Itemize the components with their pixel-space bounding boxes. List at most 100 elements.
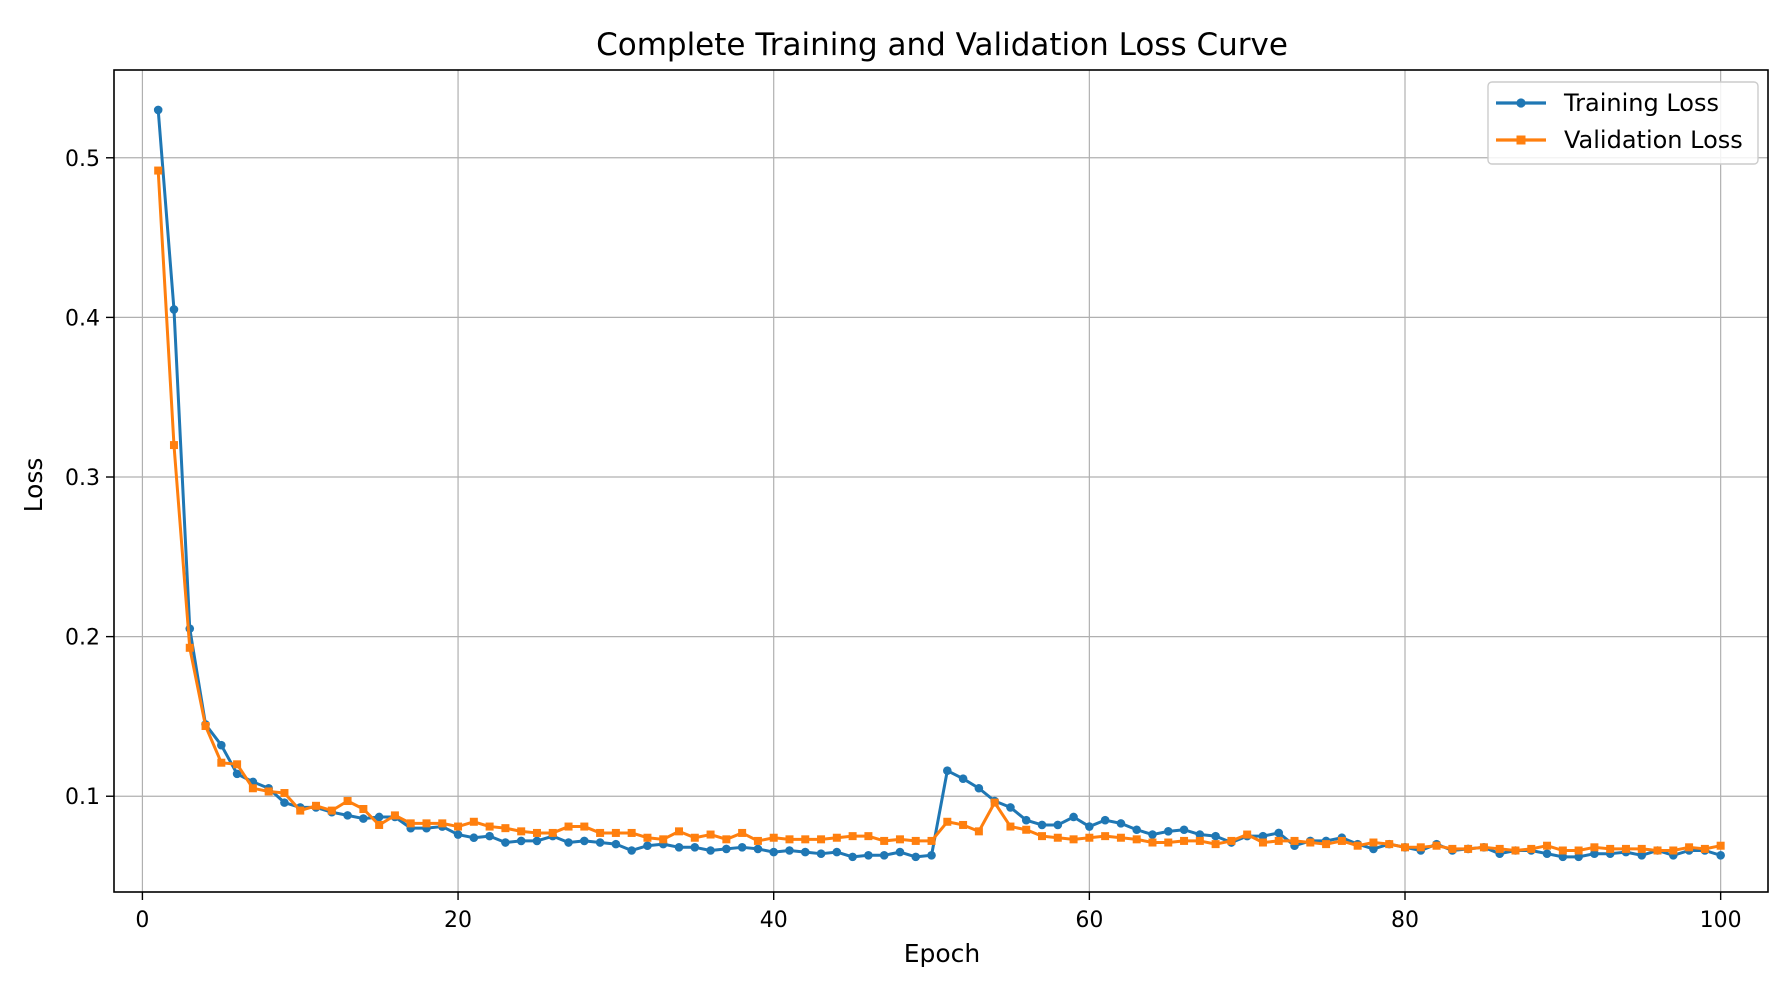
validation-loss-point (848, 832, 857, 841)
validation-loss-point (359, 805, 368, 814)
validation-loss-point (154, 166, 163, 175)
validation-loss-point (1322, 840, 1331, 849)
legend: Training Loss Validation Loss (1487, 81, 1759, 165)
validation-loss-point (943, 817, 952, 826)
validation-loss-point (1369, 838, 1378, 847)
validation-loss-point (1085, 833, 1094, 842)
training-loss-point (958, 774, 968, 783)
validation-loss-point (801, 835, 810, 844)
validation-loss-point (454, 822, 463, 831)
ticks: 0 20 40 60 80 100 0.1 0.2 0.3 0.4 0.5 (65, 147, 1742, 933)
validation-loss-point (832, 833, 841, 842)
training-loss-point (706, 846, 715, 855)
validation-loss-point (1590, 843, 1599, 852)
validation-loss-point (1637, 844, 1646, 853)
validation-loss-point (785, 835, 794, 844)
validation-loss-point (406, 819, 415, 828)
legend-entry-validation: Validation Loss (1496, 126, 1743, 154)
validation-loss-point (580, 822, 589, 831)
training-loss-point (374, 812, 384, 822)
validation-loss-point (1574, 846, 1583, 855)
training-loss-point (485, 831, 494, 841)
legend-entry-training: Training Loss (1496, 89, 1719, 117)
training-loss-point (800, 847, 810, 857)
validation-loss-point (722, 835, 731, 844)
validation-loss-point (627, 828, 636, 837)
validation-loss-point (517, 827, 526, 836)
validation-loss-point (1495, 844, 1504, 853)
validation-loss-point (1401, 843, 1410, 852)
validation-loss-point (1211, 840, 1220, 849)
y-tick-label: 0.4 (65, 306, 100, 331)
validation-loss-point (1543, 841, 1552, 850)
validation-loss-point (1243, 830, 1252, 839)
validation-loss-point (185, 643, 194, 652)
validation-loss-point (217, 758, 226, 767)
validation-loss-point (469, 817, 478, 826)
validation-loss-point (895, 835, 904, 844)
validation-loss-point (864, 832, 873, 841)
training-loss-point (832, 847, 842, 857)
validation-loss-point (596, 828, 605, 837)
x-tick-label: 0 (135, 908, 149, 933)
validation-loss-point (769, 833, 778, 842)
validation-loss-point (738, 828, 747, 837)
training-loss-point (1542, 849, 1552, 858)
training-loss-point (1069, 812, 1078, 822)
legend-label-training: Training Loss (1563, 89, 1719, 117)
validation-loss-point (1511, 846, 1520, 855)
legend-marker-training (1516, 98, 1526, 108)
training-loss-point (816, 849, 826, 858)
x-tick-label: 80 (1391, 908, 1419, 933)
validation-loss-point (1700, 844, 1709, 853)
validation-loss-point (280, 789, 289, 798)
training-loss-point (927, 850, 936, 860)
training-loss-point (1590, 849, 1599, 858)
validation-loss-point (1479, 843, 1488, 852)
training-loss-point (153, 105, 163, 115)
training-loss-point (879, 850, 889, 860)
validation-loss-point (675, 827, 684, 836)
training-loss-point (627, 846, 636, 855)
validation-loss-point (1716, 841, 1725, 850)
validation-loss-point (1527, 844, 1536, 853)
validation-loss-point (1685, 843, 1694, 852)
training-loss-point (1148, 830, 1157, 839)
validation-loss-point (296, 806, 305, 815)
validation-loss-point (1006, 822, 1015, 831)
training-loss-point (1037, 820, 1047, 830)
training-loss-point (1163, 827, 1173, 836)
training-loss-point (580, 836, 589, 846)
training-loss-point (1211, 831, 1220, 841)
validation-loss-point (375, 820, 384, 829)
training-loss-point (453, 830, 463, 839)
validation-loss-point (690, 833, 699, 842)
validation-loss-point (1038, 832, 1047, 841)
training-loss-point (943, 766, 952, 775)
training-loss-point (516, 836, 526, 846)
training-loss-point (232, 769, 242, 779)
validation-loss-point (1164, 838, 1173, 847)
validation-loss-point (880, 836, 889, 845)
training-loss-point (469, 833, 479, 843)
x-tick-label: 100 (1700, 908, 1742, 933)
y-axis-label: Loss (19, 458, 48, 513)
validation-loss-point (1274, 836, 1283, 845)
validation-loss-point (974, 827, 983, 836)
training-loss-point (1100, 815, 1110, 825)
training-loss-point (611, 839, 621, 849)
validation-loss-point (1306, 838, 1315, 847)
training-loss-point (1258, 831, 1268, 841)
validation-loss-point (1195, 836, 1204, 845)
training-loss-point (1637, 850, 1647, 860)
training-loss-point (1574, 852, 1583, 862)
legend-marker-validation (1516, 135, 1526, 145)
validation-loss-point (1558, 846, 1567, 855)
validation-loss-point (911, 836, 920, 845)
legend-box (1487, 81, 1759, 165)
validation-loss-point (1353, 841, 1362, 850)
series-layer (153, 105, 1725, 862)
validation-loss-point (201, 722, 210, 731)
validation-loss-point (248, 784, 257, 793)
training-loss-point (911, 852, 921, 862)
